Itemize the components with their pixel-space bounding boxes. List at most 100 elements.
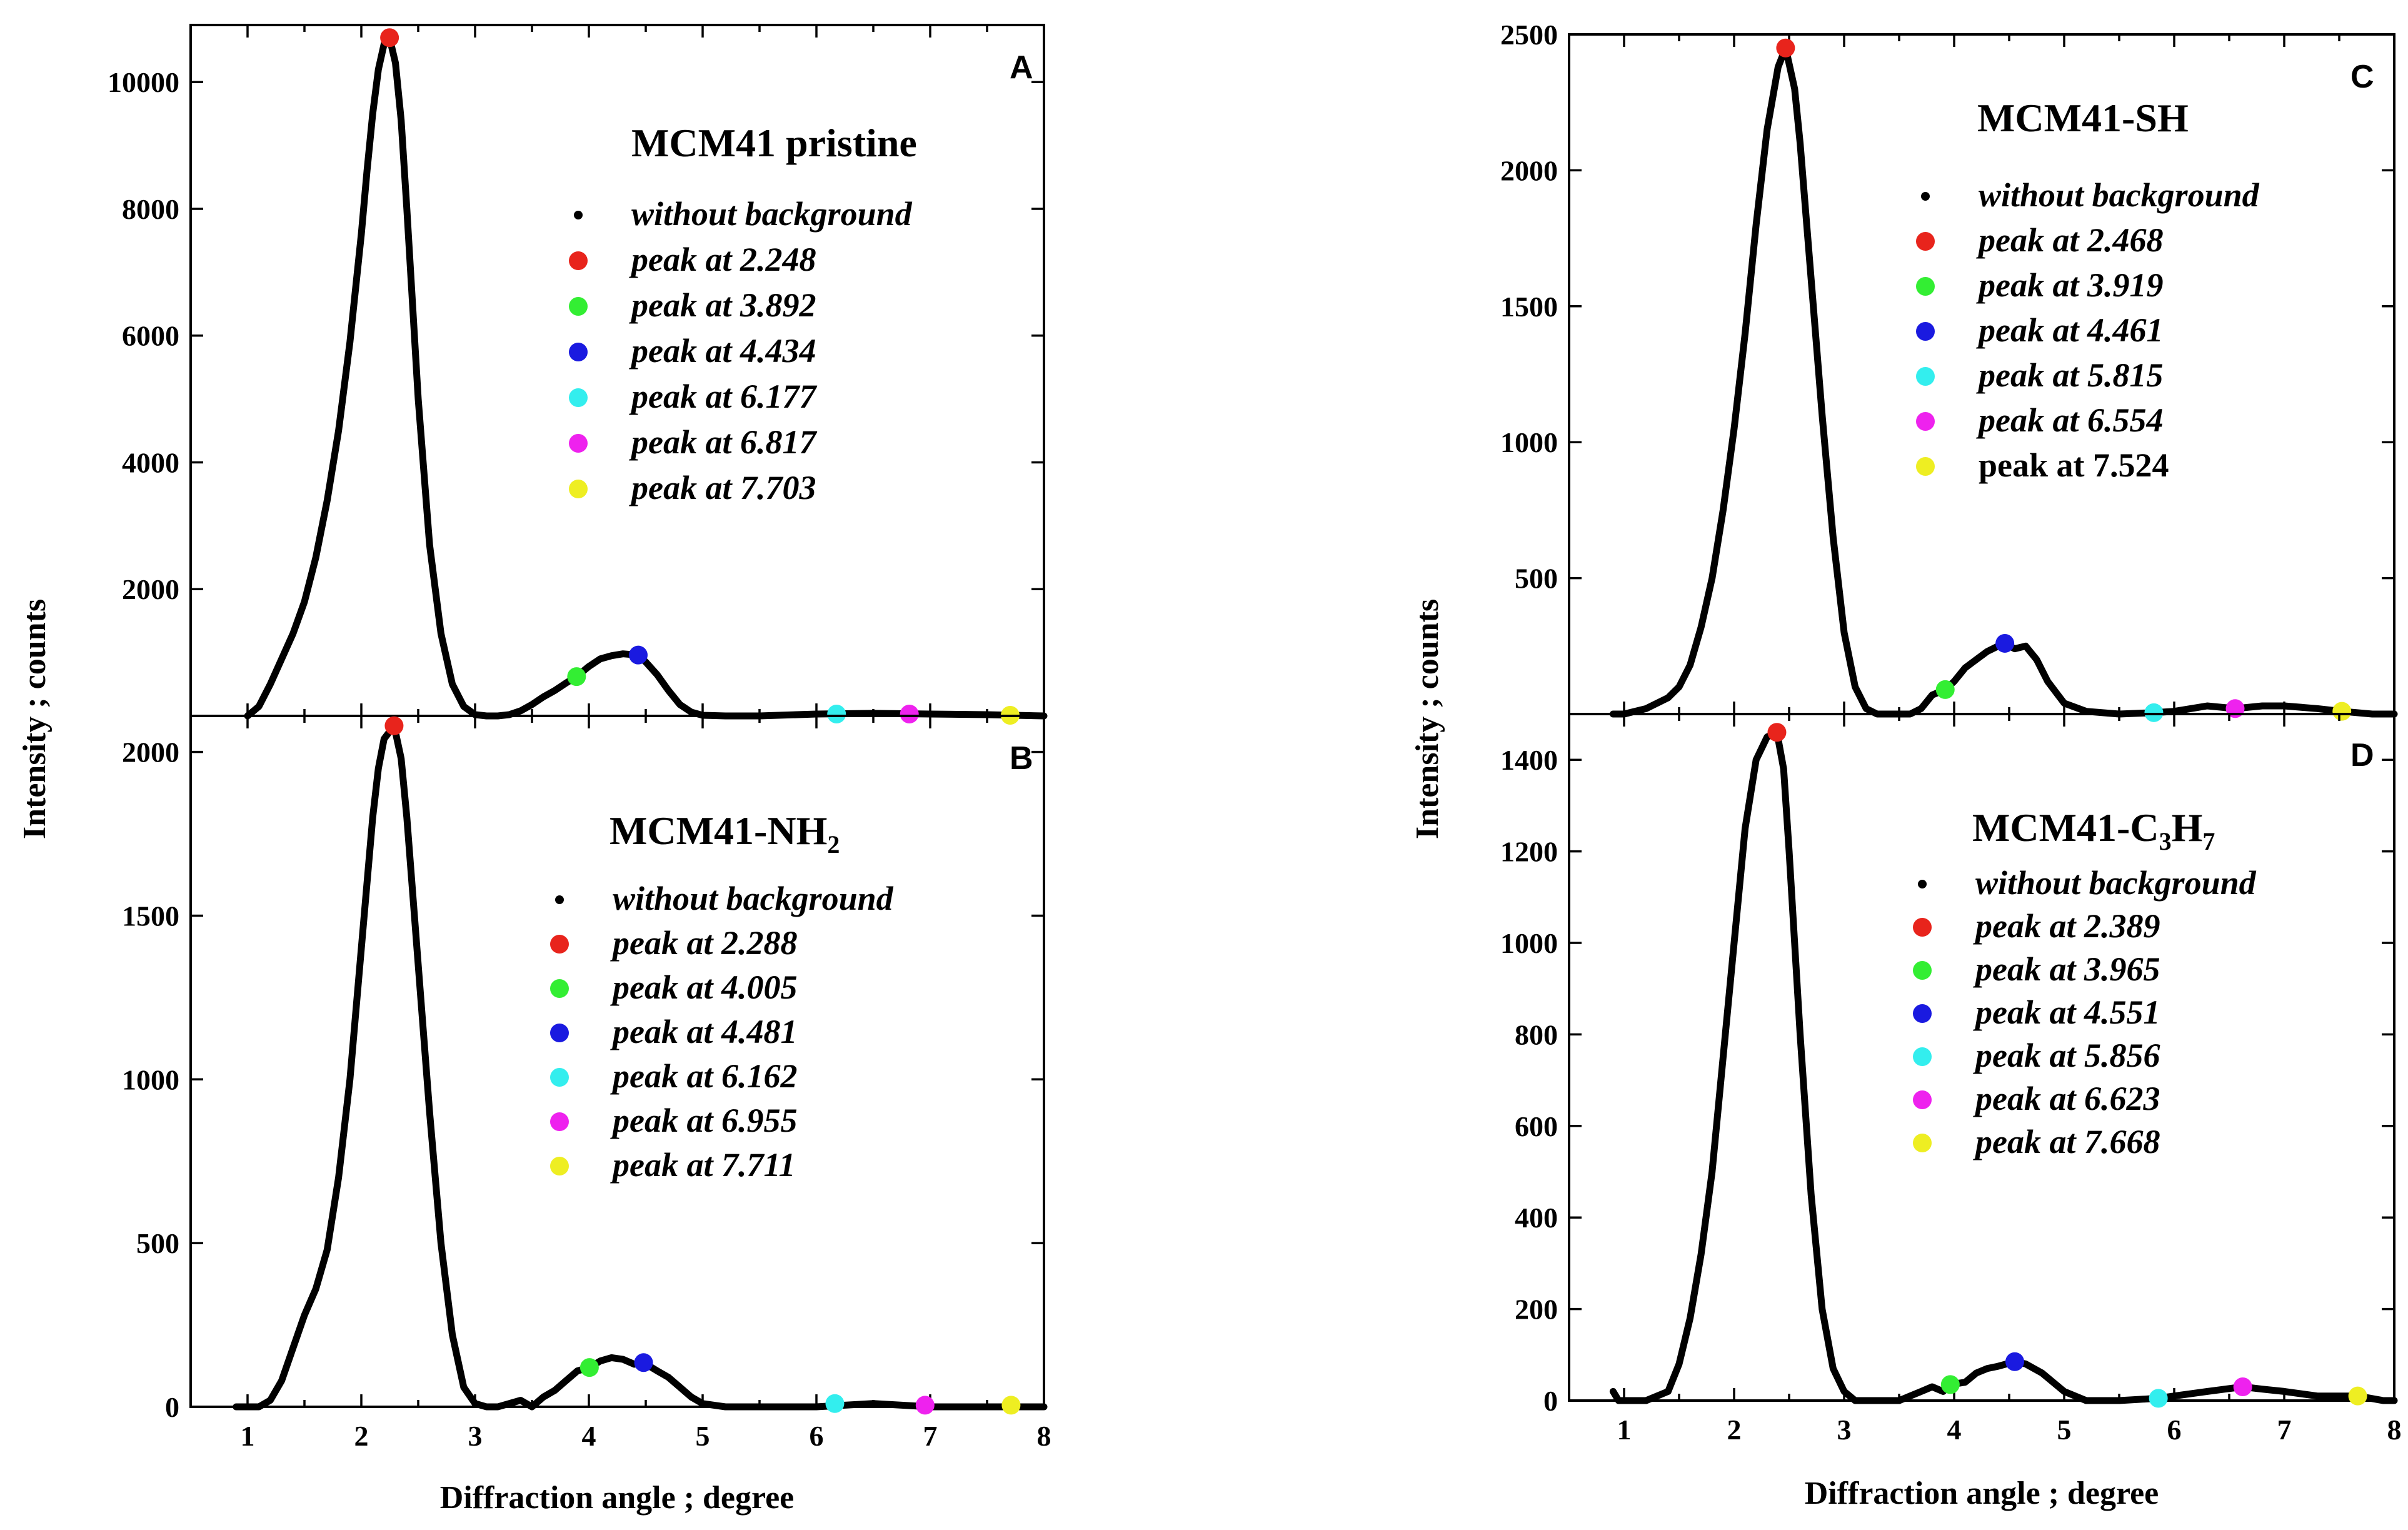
legend: without background peak at 2.248 peak at 3… (569, 195, 913, 506)
legend-label-background: without background (613, 880, 894, 917)
legend-marker (550, 1112, 569, 1131)
legend-marker-background (574, 211, 583, 219)
legend-marker (1916, 322, 1935, 341)
x-tick-label: 8 (2387, 1414, 2402, 1446)
legend-label-background: without background (1975, 864, 2257, 902)
peak-marker (628, 645, 648, 665)
peak-marker (1767, 723, 1787, 742)
panel-title: MCM41-C3H7 (1972, 805, 2215, 855)
legend-label: peak at 6.554 (1976, 401, 2163, 439)
legend-label: peak at 4.005 (610, 969, 797, 1006)
y-tick-label: 1000 (1500, 927, 1558, 959)
y-tick-label: 800 (1515, 1019, 1558, 1050)
panel-title-main: MCM41-NH (610, 808, 827, 853)
x-axis-title-right: Diffraction angle ; degree (1805, 1476, 2159, 1511)
peak-marker (2149, 1389, 2168, 1408)
legend-label: peak at 7.703 (629, 469, 816, 506)
y-axis-title-right: Intensity ; counts (1410, 599, 1445, 839)
peak-marker (900, 704, 919, 723)
legend-label: peak at 4.461 (1976, 311, 2163, 349)
panel-title-subscript: 2 (827, 830, 840, 858)
y-tick-label: 200 (1515, 1294, 1558, 1326)
plot-frame (1568, 713, 2395, 1402)
panel-title-main: MCM41 pristine (631, 121, 917, 165)
legend-label: peak at 2.389 (1973, 907, 2160, 945)
legend-marker (569, 297, 588, 316)
peak-marker (2348, 1386, 2367, 1406)
y-tick-label: 2000 (122, 737, 179, 768)
legend-marker (569, 480, 588, 498)
x-tick-label: 1 (1617, 1414, 1632, 1446)
legend-marker (1916, 457, 1935, 476)
peak-marker (2332, 702, 2352, 721)
x-tick-label: 4 (1947, 1414, 1962, 1446)
legend-label: peak at 6.817 (629, 423, 817, 461)
legend-marker (569, 434, 588, 453)
legend-label: peak at 4.551 (1973, 994, 2160, 1031)
peak-marker (380, 28, 399, 48)
panel-letter: D (2350, 737, 2374, 773)
x-tick-label: 2 (354, 1420, 369, 1452)
x-tick-label: 8 (1037, 1420, 1051, 1452)
peak-marker (2144, 703, 2164, 722)
peak-marker (1001, 1396, 1021, 1415)
legend-label: peak at 4.434 (629, 332, 816, 370)
x-tick-label: 6 (2167, 1414, 2182, 1446)
legend: without background peak at 2.389 peak at 3… (1913, 864, 2257, 1160)
legend-marker (1916, 277, 1935, 296)
legend-marker (550, 1024, 569, 1042)
panel-title-suffix: H (2172, 805, 2203, 850)
legend-marker-background (1918, 880, 1927, 888)
legend-marker (550, 979, 569, 998)
y-tick-label: 0 (1543, 1385, 1558, 1417)
legend-marker (1916, 232, 1935, 251)
panel-title: MCM41-SH (1977, 96, 2189, 140)
legend-marker (569, 388, 588, 407)
x-tick-label: 1 (241, 1420, 255, 1452)
legend-marker (550, 935, 569, 954)
legend-marker-background (555, 895, 564, 904)
legend-marker (1913, 1004, 1932, 1023)
peak-marker (579, 1358, 599, 1377)
y-tick-label: 6000 (122, 320, 179, 352)
legend-label: peak at 2.248 (629, 241, 816, 278)
legend-label: peak at 5.856 (1973, 1037, 2160, 1074)
panel-letter: A (1010, 49, 1033, 86)
legend-marker (569, 251, 588, 270)
legend: without background peak at 2.288 peak at 4… (550, 880, 894, 1184)
legend-label: peak at 3.919 (1976, 266, 2163, 304)
y-axis-title-left: Intensity ; counts (17, 599, 53, 839)
legend-marker (1913, 1047, 1932, 1066)
peak-marker (634, 1353, 653, 1372)
y-tick-label: 8000 (122, 193, 179, 225)
legend-label: peak at 6.955 (610, 1102, 797, 1139)
peak-marker (2233, 1377, 2252, 1397)
y-tick-label: 2000 (122, 573, 179, 605)
peak-marker (2005, 1352, 2024, 1371)
legend-label: peak at 7.668 (1973, 1123, 2160, 1160)
y-tick-label: 1500 (1500, 291, 1558, 323)
legend-label: peak at 2.468 (1976, 221, 2163, 259)
legend-label: peak at 6.162 (610, 1057, 797, 1095)
peak-marker (915, 1396, 935, 1415)
legend-label: peak at 7.711 (610, 1146, 796, 1184)
x-tick-label: 3 (468, 1420, 483, 1452)
legend-marker (550, 1157, 569, 1175)
plot-frame (189, 715, 1045, 1408)
x-tick-label: 3 (1837, 1414, 1852, 1446)
legend-label: peak at 3.892 (629, 286, 816, 324)
legend-marker (1913, 1134, 1932, 1152)
panel-letter: B (1010, 740, 1033, 777)
x-tick-label: 5 (696, 1420, 710, 1452)
legend-label: peak at 5.815 (1976, 356, 2163, 394)
peak-marker (1935, 680, 1955, 699)
peak-marker (825, 1394, 845, 1413)
y-tick-label: 1200 (1500, 836, 1558, 868)
legend-marker (1913, 961, 1932, 980)
x-axis-title-left: Diffraction angle ; degree (440, 1480, 795, 1516)
legend-marker (550, 1068, 569, 1087)
y-tick-label: 400 (1515, 1202, 1558, 1234)
y-tick-label: 1500 (122, 900, 179, 932)
legend-label: peak at 6.623 (1973, 1080, 2160, 1117)
